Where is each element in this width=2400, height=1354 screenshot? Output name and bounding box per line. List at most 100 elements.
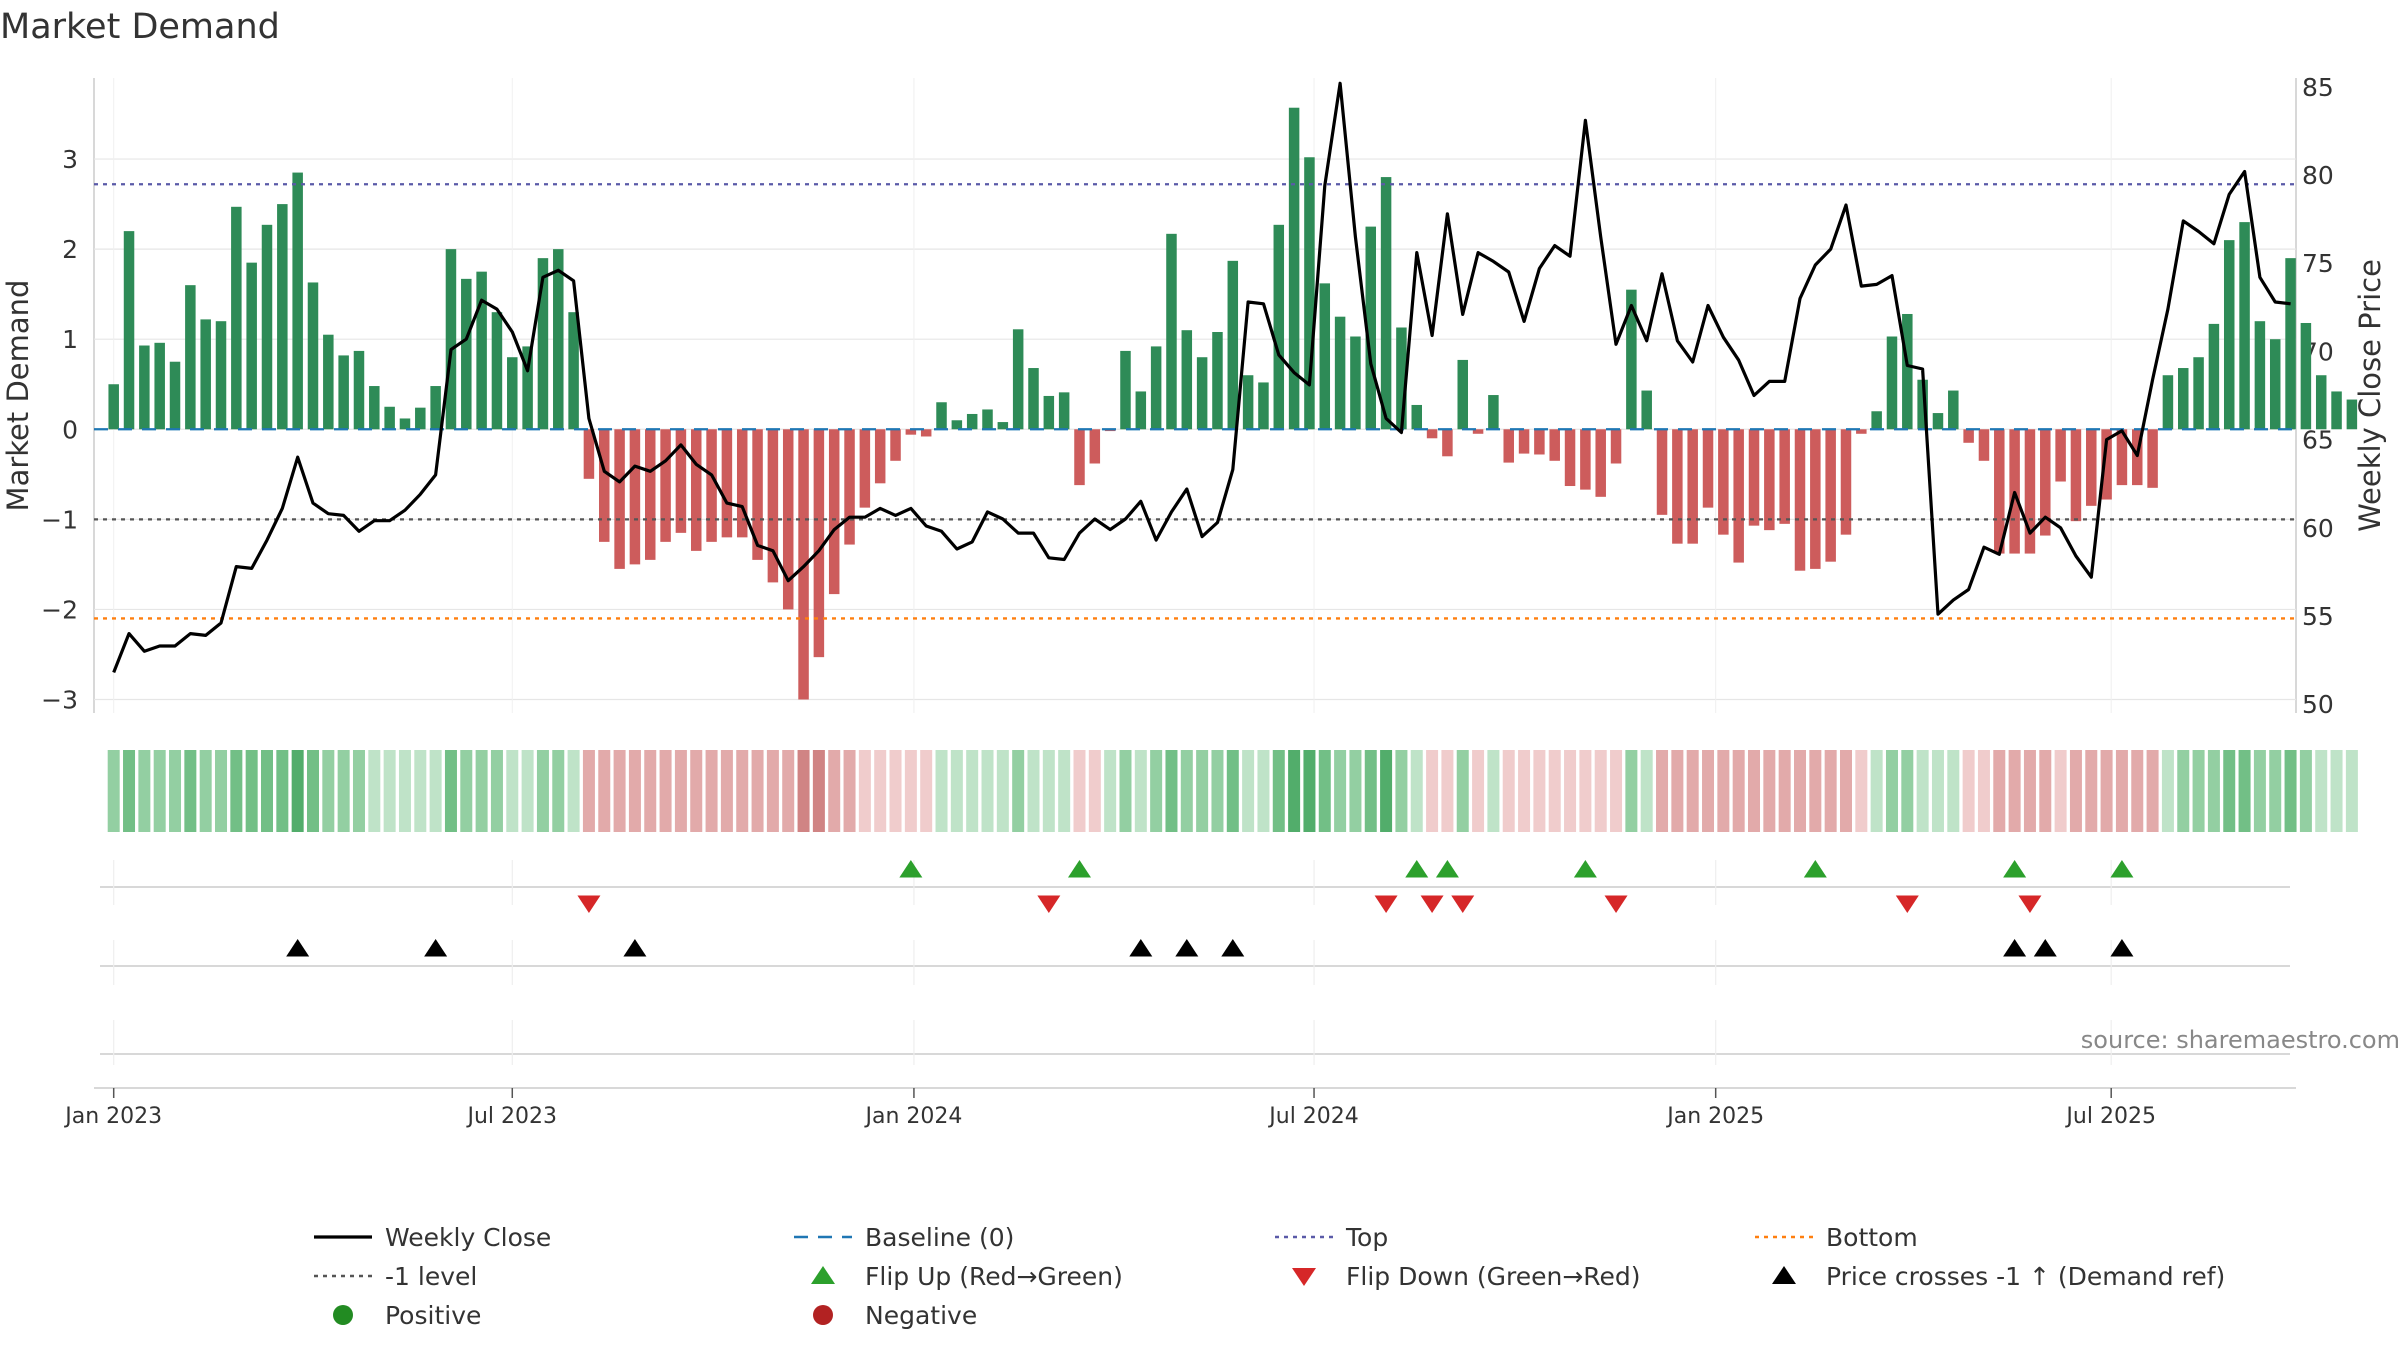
demand-bar [844, 429, 855, 545]
heat-cell [1242, 750, 1255, 832]
y2-tick-label: 65 [2302, 426, 2334, 455]
heat-cell [690, 750, 703, 832]
heat-cell [1962, 750, 1975, 832]
demand-bar [675, 429, 687, 533]
demand-bar [1702, 429, 1714, 508]
demand-bar [169, 361, 181, 430]
heat-cell [337, 750, 350, 832]
heat-cell [107, 750, 120, 832]
heat-cell [261, 750, 273, 832]
heat-cell [2100, 750, 2113, 832]
flip-down-marker [1374, 895, 1398, 913]
heat-cell [506, 750, 519, 832]
demand-bar [828, 429, 840, 595]
heat-cell [674, 750, 687, 832]
flip-down-marker [1895, 895, 1919, 913]
x-tick-label: Jul 2024 [1267, 1104, 1359, 1129]
price-cross-marker [2033, 939, 2057, 957]
demand-bar [1334, 316, 1346, 430]
heat-cell [552, 750, 565, 832]
demand-bar [1166, 233, 1177, 430]
demand-bar [1135, 391, 1147, 430]
demand-bar [461, 278, 472, 430]
heat-cell [2345, 750, 2358, 832]
demand-bar [2070, 429, 2082, 522]
demand-bar [997, 422, 1009, 430]
demand-bar [2147, 429, 2158, 488]
demand-bar [1411, 404, 1422, 430]
demand-bar [307, 282, 319, 430]
heat-cell [843, 750, 856, 832]
demand-bar [1196, 357, 1208, 430]
demand-bar [200, 319, 211, 430]
demand-bar [1764, 429, 1775, 531]
price-cross-marker [1175, 939, 1199, 957]
legend-label: Top [1345, 1223, 1388, 1252]
demand-bar [108, 384, 119, 430]
demand-bar [1626, 289, 1637, 430]
demand-bar [430, 386, 441, 430]
demand-bar [583, 429, 595, 479]
legend-swatch [333, 1305, 353, 1325]
heat-cell [322, 750, 335, 832]
demand-bar [277, 204, 288, 430]
heat-cell [1303, 750, 1316, 832]
demand-bar [415, 407, 426, 430]
demand-bar [292, 172, 303, 430]
demand-bar [261, 224, 273, 430]
price-cross-marker [1129, 939, 1153, 957]
demand-bar [1978, 429, 1990, 461]
heat-cell [1656, 750, 1669, 832]
demand-bar [1089, 429, 1101, 464]
heat-strip [107, 750, 2358, 832]
heat-cell [1702, 750, 1715, 832]
demand-bar [1380, 177, 1392, 430]
heat-cell [2115, 750, 2128, 832]
demand-bar [1043, 395, 1055, 430]
y-axis-label: Market Demand [1, 280, 35, 512]
demand-bar [2300, 322, 2312, 430]
demand-bar [1518, 429, 1530, 454]
demand-bar [2178, 368, 2189, 430]
legend-item: Top [1275, 1223, 1388, 1252]
demand-bar [1365, 226, 1377, 430]
heat-cell [828, 750, 841, 832]
heat-cell [644, 750, 657, 832]
y-tick-label: −3 [41, 685, 78, 714]
demand-bar [1810, 429, 1821, 569]
heat-cell [1472, 750, 1485, 832]
heat-cell [720, 750, 733, 832]
demand-bar [1595, 429, 1606, 497]
heat-cell [1410, 750, 1423, 832]
demand-bar [614, 429, 625, 569]
demand-bar [2132, 429, 2143, 486]
heat-cell [1211, 750, 1224, 832]
demand-bar [476, 271, 487, 430]
legend-label: Negative [865, 1301, 977, 1330]
heat-cell [782, 750, 795, 832]
demand-bar [1564, 429, 1576, 487]
heat-cell [123, 750, 136, 832]
demand-bar [2162, 375, 2174, 430]
heat-cell [1042, 750, 1055, 832]
legend-swatch [1772, 1266, 1796, 1284]
demand-bar [1994, 429, 2005, 554]
heat-cell [444, 750, 457, 832]
demand-bar [2024, 429, 2036, 554]
flip-up-marker [1435, 860, 1459, 878]
demand-bar [706, 429, 717, 542]
demand-bar [1426, 429, 1438, 439]
demand-bar [2239, 222, 2250, 430]
price-cross-marker [1221, 939, 1245, 957]
demand-bar [752, 429, 763, 560]
demand-bar [1273, 224, 1285, 430]
legend-label: -1 level [385, 1262, 477, 1291]
legend-item: Weekly Close [314, 1223, 551, 1252]
price-cross-marker [2110, 939, 2134, 957]
heat-cell [1012, 750, 1025, 832]
heat-cell [1625, 750, 1638, 832]
demand-bar [2040, 429, 2051, 536]
demand-bar [1304, 157, 1315, 430]
demand-bar [1028, 368, 1039, 430]
y2-axis-label: Weekly Close Price [2353, 259, 2387, 532]
